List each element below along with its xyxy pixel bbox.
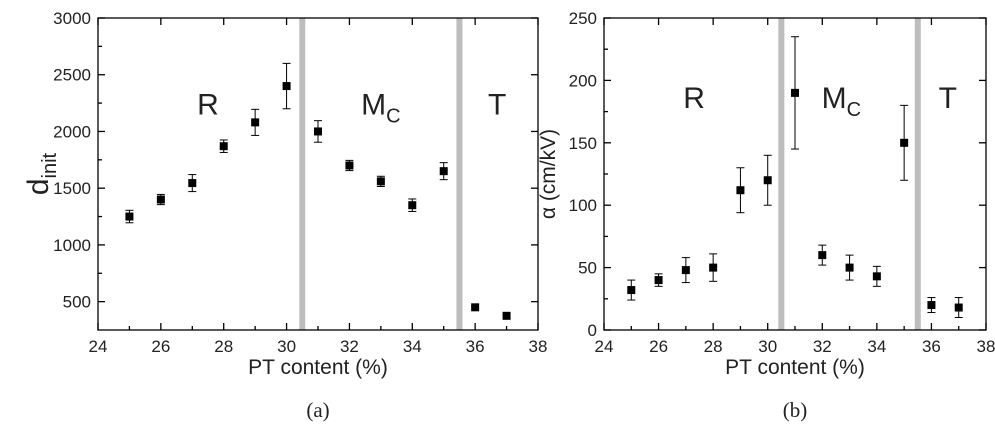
panel-b: 24 26 28 30 32 34 36 38 0 50 100 150 200 250 PT conten… (537, 9, 995, 422)
data-point (251, 118, 260, 127)
data-point (709, 263, 718, 272)
data-point (654, 276, 663, 285)
x-tick-label: 28 (214, 337, 233, 356)
phase-region-name: R (683, 82, 705, 115)
panel-caption: (a) (306, 398, 329, 422)
plot-frame (97, 17, 539, 331)
y-tick-label: 100 (569, 196, 597, 215)
x-tick-label: 24 (595, 337, 614, 356)
data-point (219, 142, 228, 151)
x-tick-label: 24 (89, 337, 108, 356)
data-point (408, 201, 417, 210)
data-point (314, 127, 322, 136)
data-point (818, 251, 827, 260)
data-point (763, 176, 772, 185)
data-point (736, 186, 745, 195)
y-axis-title-subscript: init (39, 152, 61, 178)
x-tick-label: 36 (466, 337, 485, 356)
y-tick-label: 50 (578, 259, 597, 278)
x-tick-label: 30 (277, 337, 296, 356)
phase-region-label: MC (361, 88, 400, 127)
data-point (282, 82, 291, 91)
y-tick-label: 3000 (53, 9, 91, 28)
data-point (471, 303, 480, 312)
phase-region-label: T (488, 88, 506, 121)
phase-region-name: R (197, 88, 219, 121)
phase-boundary-band (914, 18, 921, 330)
x-tick-label: 34 (403, 337, 422, 356)
y-axis-title-main: α (cm/kV) (537, 129, 560, 219)
data-point (502, 311, 511, 320)
data-point (845, 263, 854, 272)
y-tick-label: 500 (63, 293, 91, 312)
phase-boundary-band (778, 18, 785, 330)
phase-region-name: M (361, 88, 386, 121)
x-tick-label: 36 (922, 337, 941, 356)
data-point (125, 212, 134, 221)
data-point (345, 161, 354, 170)
x-tick-label: 30 (758, 337, 777, 356)
x-tick-label: 38 (977, 337, 995, 356)
x-tick-label: 34 (867, 337, 886, 356)
x-axis-title: PT content (%) (725, 356, 865, 379)
x-axis-title: PT content (%) (248, 356, 388, 379)
data-point (156, 195, 165, 204)
phase-region-label: R (683, 82, 705, 115)
data-point (627, 286, 636, 295)
phase-region-subscript: C (847, 99, 861, 121)
data-point (872, 272, 881, 281)
phase-region-subscript: C (386, 105, 400, 127)
phase-region-label: T (939, 82, 957, 115)
phase-boundary-band (299, 18, 306, 330)
data-point (900, 138, 909, 147)
data-point (791, 88, 799, 97)
y-axis-title: α (cm/kV) (537, 129, 560, 219)
data-point (376, 177, 385, 186)
data-point (927, 301, 936, 310)
data-point (954, 303, 963, 312)
phase-region-name: T (939, 82, 957, 115)
y-tick-label: 250 (569, 9, 597, 28)
data-point (188, 179, 197, 188)
x-tick-label: 26 (649, 337, 668, 356)
y-tick-label: 200 (569, 71, 597, 90)
x-tick-label: 32 (340, 337, 359, 356)
data-point (681, 266, 690, 275)
y-tick-label: 2500 (53, 66, 91, 85)
phase-boundary-band (456, 18, 463, 330)
y-axis-title-main: d (22, 178, 55, 195)
x-tick-label: 38 (529, 337, 548, 356)
y-tick-label: 150 (569, 134, 597, 153)
y-tick-label: 1000 (53, 236, 91, 255)
phase-region-name: M (822, 82, 847, 115)
panel-a: 24 26 28 30 32 34 36 38 500 1000 1500 2000 2500 3000 P… (22, 9, 547, 422)
panel-caption: (b) (783, 398, 808, 422)
y-axis-title: dinit (22, 152, 61, 195)
y-tick-label: 1500 (53, 179, 91, 198)
x-tick-label: 32 (813, 337, 832, 356)
y-tick-label: 0 (588, 321, 597, 340)
phase-region-label: MC (822, 82, 861, 121)
x-tick-label: 26 (151, 337, 170, 356)
x-tick-label: 28 (704, 337, 723, 356)
phase-region-name: T (488, 88, 506, 121)
y-tick-label: 2000 (53, 122, 91, 141)
data-point (439, 167, 448, 176)
phase-region-label: R (197, 88, 219, 121)
